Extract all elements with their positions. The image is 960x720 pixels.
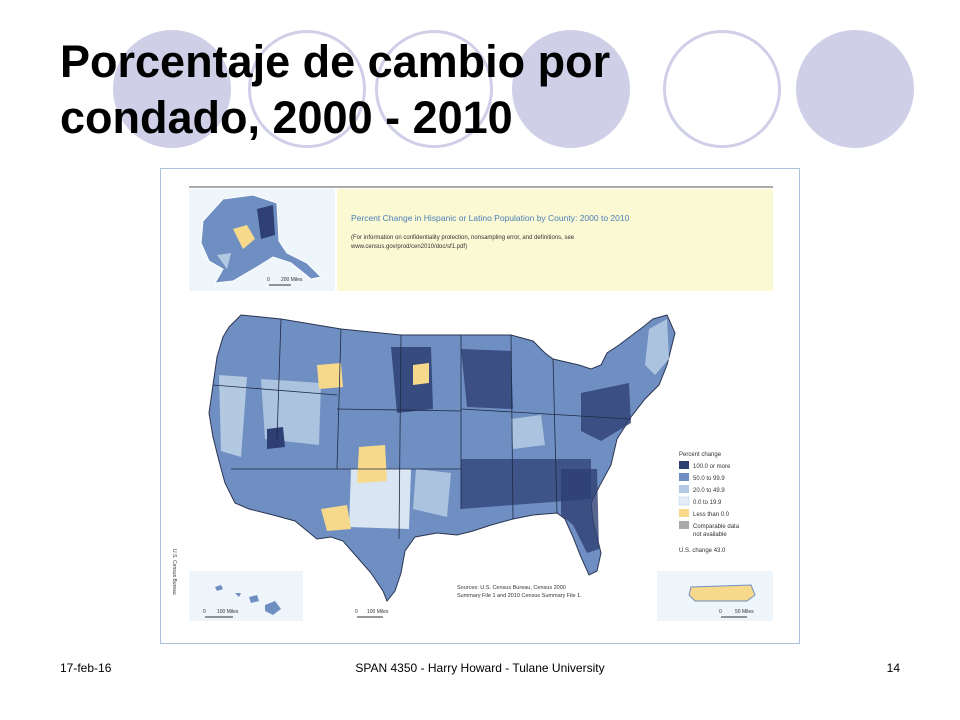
alaska-mid-area: [217, 253, 231, 269]
region-west-coast: [219, 375, 247, 457]
legend-swatch-4: [678, 496, 690, 506]
legend-item-3: 20.0 to 49.9: [679, 485, 725, 494]
decor-circle-5: [663, 30, 781, 148]
decor-circle-2: [248, 30, 366, 148]
footer-date: 17-feb-16: [60, 661, 112, 675]
region-southeast: [461, 459, 591, 509]
hawaii-scale-zero: 0: [203, 609, 206, 615]
region-decline-plains: [413, 363, 429, 385]
region-mid-atlantic: [581, 383, 631, 441]
conus-scale-label: 100 Miles: [367, 609, 389, 615]
region-decline-north: [317, 363, 343, 389]
region-ohio-valley: [511, 415, 545, 449]
region-new-england: [645, 319, 669, 375]
region-nevada-high: [267, 427, 285, 449]
sources-line1: Sources: U.S. Census Bureau, Census 2000: [457, 585, 566, 591]
census-credit: U.S. Census Bureau: [171, 549, 177, 595]
decor-circle-6: [796, 30, 914, 148]
legend-label-4: 0.0 to 19.9: [693, 500, 722, 506]
legend-label-6-line2: not available: [693, 532, 727, 538]
legend-title: Percent change: [679, 452, 722, 458]
legend-item-4: 0.0 to 19.9: [678, 496, 722, 506]
legend-label-2: 50.0 to 99.9: [693, 476, 725, 482]
legend-item-5: Less than 0.0: [679, 509, 730, 518]
alaska-high-area: [257, 205, 275, 239]
region-upper-midwest: [461, 349, 513, 409]
state-borders: [212, 318, 632, 540]
census-map-svg: 0 200 Miles Percent Change in Hispanic o…: [171, 186, 773, 621]
map-title-panel: [337, 189, 773, 291]
us-map-shape: [208, 314, 676, 602]
us-change-label: U.S. change 43.0: [679, 548, 726, 554]
map-note-line1: (For information on confidentiality prot…: [351, 235, 575, 241]
legend-item-2: 50.0 to 99.9: [679, 473, 725, 482]
decor-circle-1: [113, 30, 231, 148]
page-number: 14: [886, 661, 900, 675]
decor-circle-4: [512, 30, 630, 148]
legend-label-3: 20.0 to 49.9: [693, 488, 725, 494]
hawaii-inset: [189, 571, 303, 621]
legend-label-6: Comparable data not available: [693, 524, 741, 538]
footer-course: SPAN 4350 - Harry Howard - Tulane Univer…: [355, 661, 605, 675]
sources-line2: Summary File 1 and 2010 Census Summary F…: [457, 593, 582, 599]
slide-title: Porcentaje de cambio por condado, 2000 -…: [60, 36, 611, 143]
region-florida-georgia: [561, 469, 599, 553]
legend-swatch-6: [679, 521, 689, 529]
alaska-scale-zero: 0: [267, 277, 270, 283]
region-decline-southwest: [357, 445, 387, 483]
hawaii-scale-label: 100 Miles: [217, 609, 239, 615]
decor-circle-3: [375, 30, 493, 148]
region-south-plains: [413, 469, 451, 517]
legend-item-6: Comparable data not available: [679, 521, 741, 538]
legend-swatch-3: [679, 485, 689, 493]
region-southwest-border: [349, 469, 411, 529]
legend-swatch-5: [679, 509, 689, 517]
legend-swatch-2: [679, 473, 689, 481]
region-northern-plains: [391, 347, 433, 413]
conus-scale-zero: 0: [355, 609, 358, 615]
legend-item-1: 100.0 or more: [679, 461, 731, 470]
alaska-decline-area: [233, 225, 255, 249]
pr-scale-label: 50 Miles: [735, 609, 754, 615]
census-map-figure: 0 200 Miles Percent Change in Hispanic o…: [160, 168, 800, 644]
map-note-line2: www.census.gov/prod/cen2010/doc/sf1.pdf): [350, 244, 467, 250]
alaska-scale-label: 200 Miles: [281, 277, 303, 283]
region-decline-texas: [321, 505, 351, 531]
puerto-rico-shape: [688, 584, 756, 602]
legend-swatch-1: [679, 461, 689, 469]
legend-label-5: Less than 0.0: [693, 512, 730, 518]
map-title: Percent Change in Hispanic or Latino Pop…: [351, 213, 630, 223]
legend-label-6-line1: Comparable data: [693, 524, 740, 530]
pr-scale-zero: 0: [719, 609, 722, 615]
hawaii-islands: [215, 585, 281, 615]
legend-label-1: 100.0 or more: [693, 464, 731, 470]
